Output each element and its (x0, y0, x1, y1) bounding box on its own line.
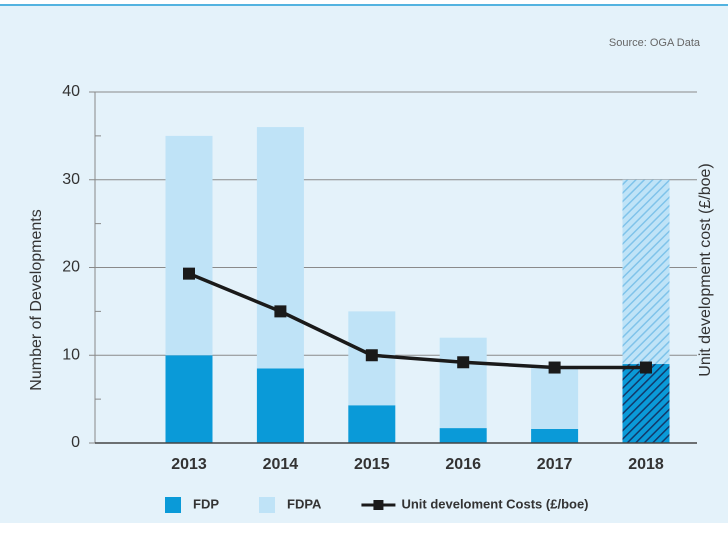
legend-swatch (165, 497, 181, 513)
y-tick-label: 40 (62, 83, 80, 100)
legend-marker (373, 500, 384, 510)
bar (439, 428, 487, 443)
x-tick-label: 2016 (445, 456, 481, 473)
bar (165, 135, 213, 356)
bar (531, 428, 579, 443)
y-tick-label: 10 (62, 346, 80, 363)
x-tick-label: 2013 (171, 456, 207, 473)
source: Source: OGA Data (609, 37, 701, 49)
panel (0, 6, 728, 523)
x-tick-label: 2018 (628, 456, 664, 473)
bar (531, 367, 579, 429)
legend-label: FDP (193, 496, 219, 511)
legend-label: Unit develoment Costs (£/boe) (401, 496, 588, 511)
line-marker (640, 361, 652, 374)
legend-swatch (259, 497, 275, 513)
bar (165, 355, 213, 443)
y-axis-label: Number of Developments (28, 209, 45, 390)
y-tick-label: 0 (71, 434, 80, 451)
y-tick-label: 20 (62, 259, 80, 276)
bar (256, 127, 304, 369)
line-marker (365, 349, 378, 362)
line-marker (457, 356, 470, 369)
bar (348, 405, 396, 443)
y-tick-label: 30 (62, 171, 80, 188)
x-tick-label: 2017 (537, 456, 573, 473)
line-marker (183, 267, 195, 280)
line-marker (548, 361, 561, 374)
x-tick-label: 2014 (263, 456, 299, 473)
line (188, 272, 646, 370)
bar (256, 368, 304, 443)
y2-axis-label: Unit development cost (£/boe) (697, 163, 714, 376)
bar (622, 364, 670, 443)
bar (439, 337, 487, 429)
line-marker (274, 305, 287, 318)
legend-label: FDPA (287, 496, 322, 511)
bar (622, 179, 670, 365)
x-tick-label: 2015 (354, 456, 390, 473)
